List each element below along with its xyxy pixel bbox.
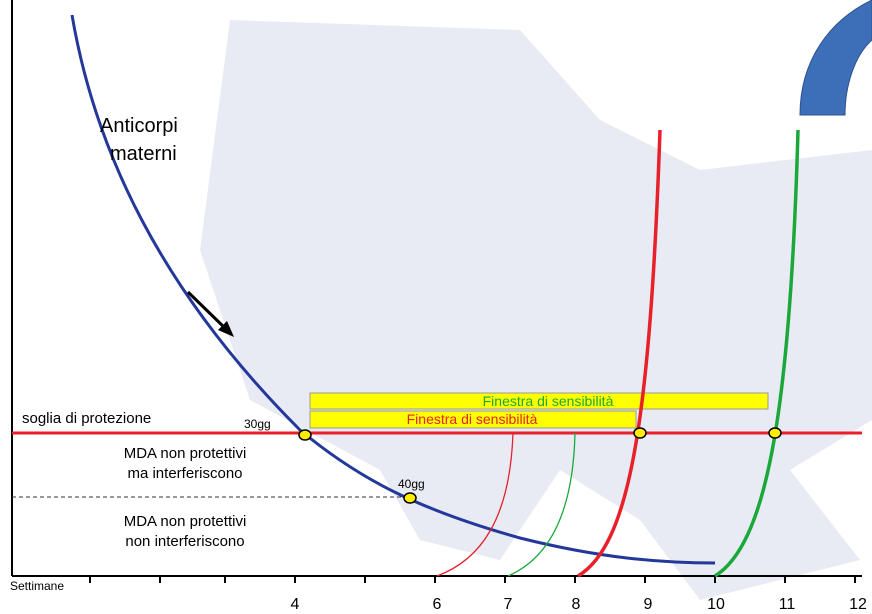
x-tick-label: 4 (291, 596, 300, 613)
x-tick-label: 12 (849, 596, 867, 613)
curve-label: materni (110, 143, 177, 165)
x-tick-label: 7 (504, 596, 513, 613)
background-arc (800, 0, 872, 115)
background-silhouette (200, 20, 872, 600)
x-tick-label: 11 (779, 596, 796, 613)
point-label: 30gg (244, 417, 271, 431)
zone-label: MDA non protettivi (124, 513, 247, 530)
diagram: Finestra di sensibilità Finestra di sens… (0, 0, 872, 614)
zone-label: non interferiscono (125, 533, 244, 550)
x-tick-label: 8 (572, 596, 581, 613)
x-tick-label: 10 (707, 596, 725, 613)
window-label: Finestra di sensibilità (483, 393, 614, 409)
x-tick-label: 9 (644, 596, 653, 613)
curve-label: Anticorpi (100, 115, 178, 137)
zone-label: ma interferiscono (127, 465, 242, 482)
window-label: Finestra di sensibilità (407, 411, 538, 427)
zone-label: MDA non protettivi (124, 445, 247, 462)
threshold-label: soglia di protezione (22, 410, 151, 427)
point-label: 40gg (398, 477, 425, 491)
x-tick-label: 6 (433, 596, 442, 613)
x-axis-title: Settimane (10, 579, 64, 593)
